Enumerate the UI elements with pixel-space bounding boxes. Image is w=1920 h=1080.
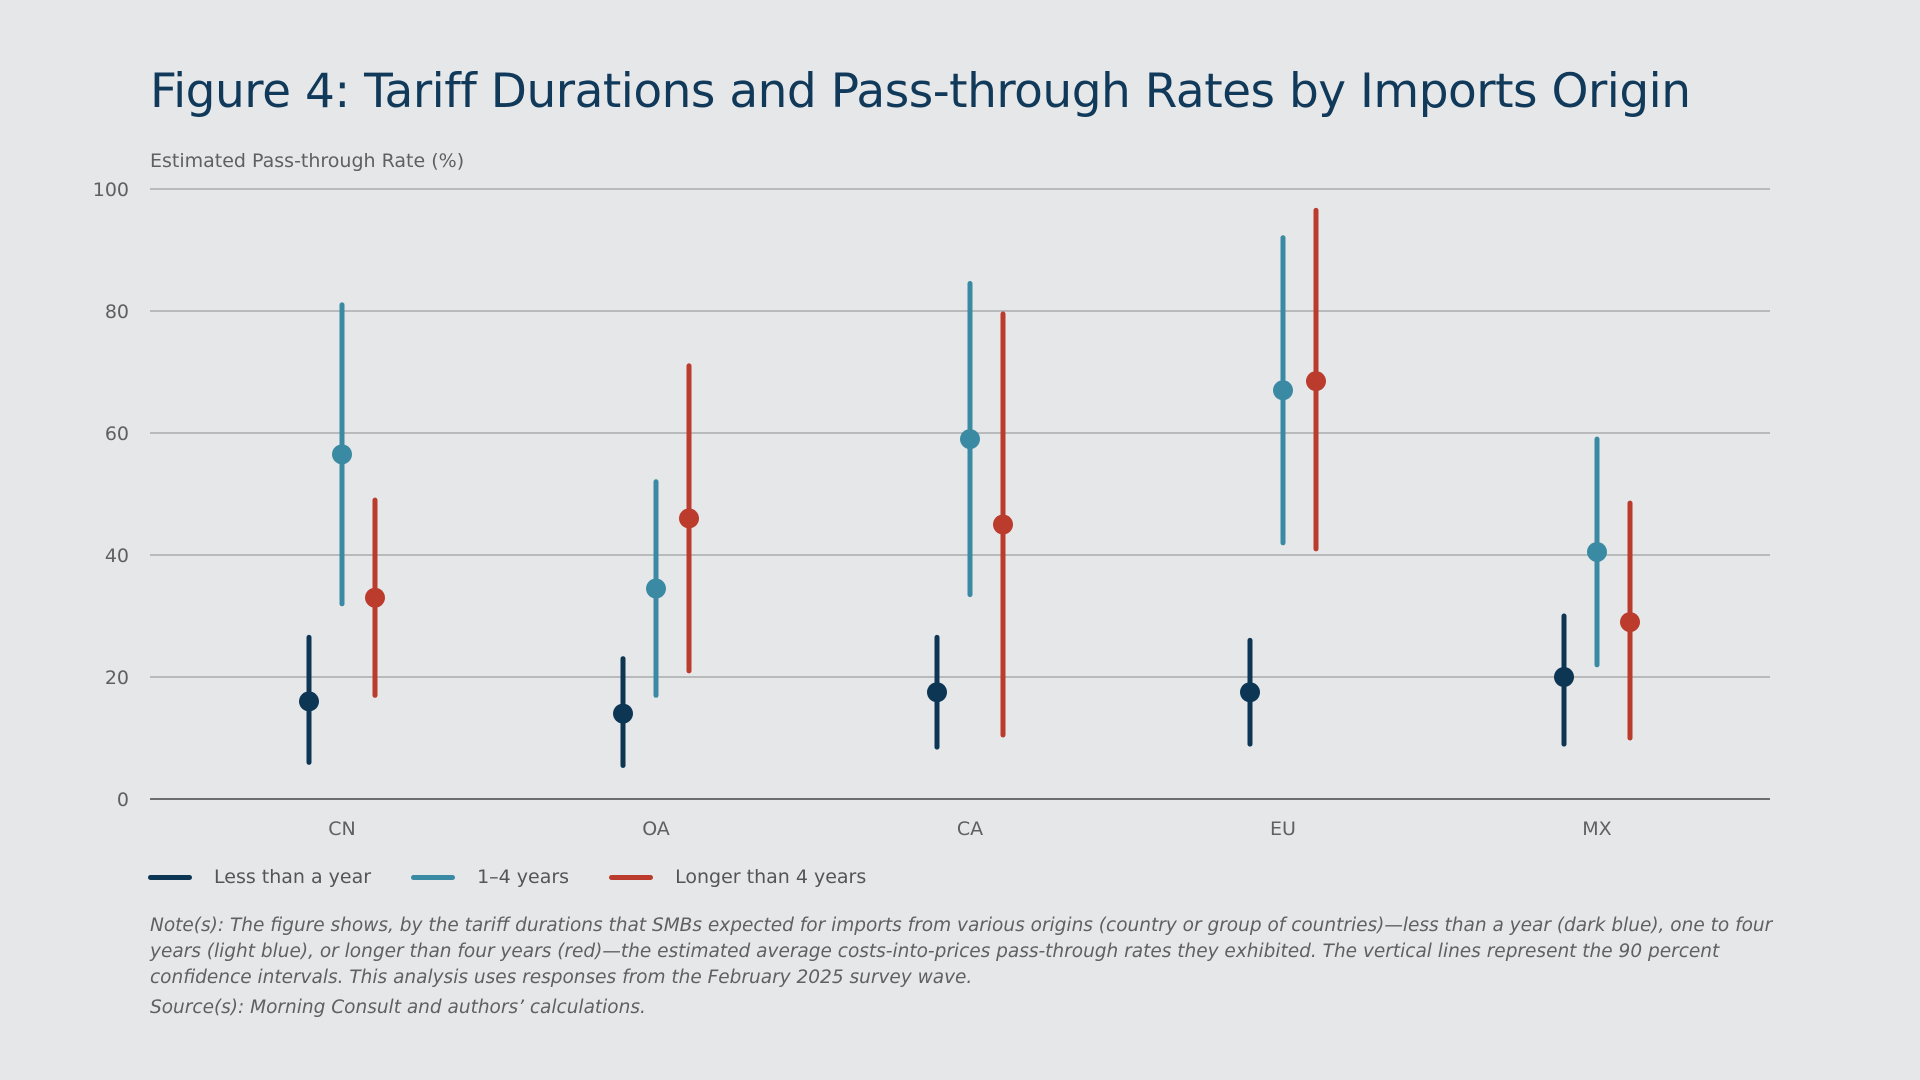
data-series [299,207,1640,768]
series-0 [299,613,1574,768]
y-axis-label: Estimated Pass-through Rate (%) [150,150,465,172]
legend-label: Longer than 4 years [675,866,867,888]
estimate-point [613,703,633,724]
estimate-point [1240,682,1260,703]
estimate-point [1587,541,1607,562]
estimate-point [299,691,319,712]
x-tick-label: MX [1582,818,1611,840]
legend-item-1-4-years: 1–4 years [411,866,569,888]
estimate-point [960,429,980,450]
estimate-point [1306,371,1326,392]
legend: Less than a year 1–4 years Longer than 4… [148,866,866,888]
y-tick-label: 60 [105,423,129,445]
estimate-point [1554,667,1574,687]
x-tick-labels: CN OA CA EU MX [328,818,1611,840]
x-tick-label: CN [328,818,355,840]
x-tick-label: EU [1270,818,1296,840]
legend-item-longer-than-4-years: Longer than 4 years [609,866,866,888]
gridlines [150,188,1770,800]
estimate-point [679,508,699,529]
y-tick-label: 100 [93,179,129,201]
legend-swatch [148,874,192,880]
estimate-point [1620,612,1640,633]
legend-swatch [609,874,654,880]
x-tick-label: OA [642,818,670,840]
estimate-point [646,578,666,599]
estimate-point [332,444,352,465]
figure-source: Source(s): Morning Consult and authors’ … [150,997,646,1018]
legend-label: Less than a year [214,866,372,888]
y-tick-label: 40 [105,545,129,567]
pass-through-chart: 0 20 40 60 80 100 CN OA CA EU MX [93,179,1770,840]
legend-item-less-than-a-year: Less than a year [148,866,371,888]
y-tick-labels: 0 20 40 60 80 100 [93,179,129,811]
y-tick-label: 0 [117,789,129,811]
series-2 [365,207,1640,741]
legend-label: 1–4 years [477,866,570,888]
estimate-point [993,514,1013,535]
estimate-point [1273,380,1293,401]
figure-note: Note(s): The figure shows, by the tariff… [150,915,1773,988]
y-tick-label: 20 [105,667,129,689]
estimate-point [365,587,385,608]
y-tick-label: 80 [105,301,129,323]
series-1 [332,235,1607,698]
x-tick-label: CA [957,818,983,840]
estimate-point [927,682,947,703]
legend-swatch [411,874,456,880]
figure-title: Figure 4: Tariff Durations and Pass-thro… [150,64,1691,119]
